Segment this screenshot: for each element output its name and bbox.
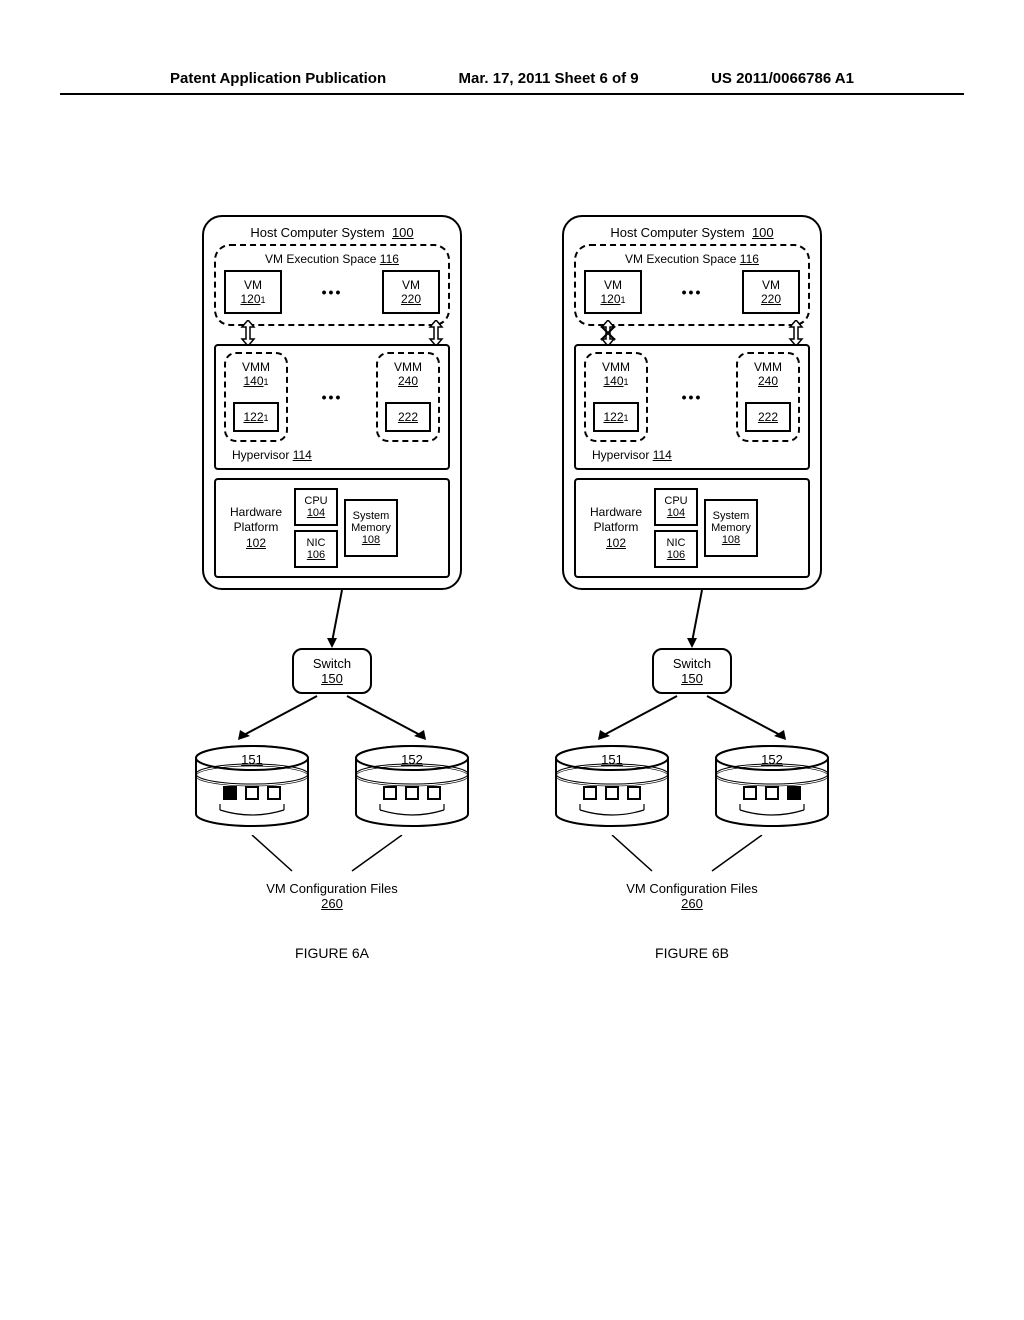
config-files-connector-icon	[542, 835, 842, 885]
storage-row: 151 152	[192, 744, 472, 839]
nic-box: NIC106	[294, 530, 338, 568]
config-files-connector-icon	[182, 835, 482, 885]
hardware-platform: HardwarePlatform102 CPU104 NIC106 System…	[574, 478, 810, 578]
figures-wrap: Host Computer System 100 VM Execution Sp…	[0, 95, 1024, 961]
ellipsis-icon: •••	[322, 389, 343, 405]
storage-cylinder: 151	[192, 744, 312, 839]
exec-space-title: VM Execution Space 116	[584, 252, 800, 266]
memory-box: SystemMemory108	[704, 499, 758, 557]
page-header: Patent Application Publication Mar. 17, …	[60, 0, 964, 95]
figure-6a: Host Computer System 100 VM Execution Sp…	[182, 215, 482, 961]
ellipsis-icon: •••	[682, 284, 703, 300]
vmm-inner-1: 1221	[593, 402, 639, 432]
header-right: US 2011/0066786 A1	[711, 70, 854, 87]
hypervisor-label: Hypervisor 114	[224, 442, 440, 462]
cpu-box: CPU104	[654, 488, 698, 526]
vm-box-2: VM 220	[382, 270, 440, 314]
vm-execution-space: VM Execution Space 116 VM 1201 ••• VM 22…	[574, 244, 810, 326]
figure-6b: Host Computer System 100 VM Execution Sp…	[542, 215, 842, 961]
vm-box-2: VM 220	[742, 270, 800, 314]
hypervisor: VMM1401 1221 ••• VMM240 222 Hypervisor 1…	[214, 344, 450, 470]
storage-cylinder: 152	[352, 744, 472, 839]
cpu-box: CPU104	[294, 488, 338, 526]
host-title: Host Computer System 100	[574, 225, 810, 240]
figure-caption: FIGURE 6A	[295, 945, 369, 961]
page: Patent Application Publication Mar. 17, …	[0, 0, 1024, 1320]
vm-config-files-label: VM Configuration Files260	[626, 881, 758, 911]
figure-caption: FIGURE 6B	[655, 945, 729, 961]
hypervisor-label: Hypervisor 114	[584, 442, 800, 462]
vmm-inner-2: 222	[385, 402, 431, 432]
vmm-box-2: VMM240 222	[736, 352, 800, 442]
vmm-box-2: VMM240 222	[376, 352, 440, 442]
vmm-inner-1: 1221	[233, 402, 279, 432]
storage-cylinder: 152	[712, 744, 832, 839]
vmm-inner-2: 222	[745, 402, 791, 432]
nic-to-switch-arrow-icon	[542, 590, 842, 650]
hw-platform-label: HardwarePlatform102	[584, 505, 648, 552]
host-computer-system: Host Computer System 100 VM Execution Sp…	[202, 215, 462, 590]
vm-box-1: VM 1201	[584, 270, 642, 314]
vmm-box-1: VMM1401 1221	[224, 352, 288, 442]
switch-box: Switch150	[652, 648, 732, 694]
header-mid: Mar. 17, 2011 Sheet 6 of 9	[459, 70, 639, 87]
hardware-platform: HardwarePlatform102 CPU104 NIC106 System…	[214, 478, 450, 578]
switch-fanout-icon	[542, 694, 842, 744]
hypervisor: VMM1401 1221 ••• VMM240 222 Hypervisor 1…	[574, 344, 810, 470]
storage-cylinder: 151	[552, 744, 672, 839]
exec-space-title: VM Execution Space 116	[224, 252, 440, 266]
switch-box: Switch150	[292, 648, 372, 694]
host-title: Host Computer System 100	[214, 225, 450, 240]
ellipsis-icon: •••	[682, 389, 703, 405]
nic-box: NIC106	[654, 530, 698, 568]
storage-row: 151 152	[552, 744, 832, 839]
vm-config-files-label: VM Configuration Files260	[266, 881, 398, 911]
vm-execution-space: VM Execution Space 116 VM 1201 ••• VM 22…	[214, 244, 450, 326]
switch-fanout-icon	[182, 694, 482, 744]
host-computer-system: Host Computer System 100 VM Execution Sp…	[562, 215, 822, 590]
nic-to-switch-arrow-icon	[182, 590, 482, 650]
vm-box-1: VM 1201	[224, 270, 282, 314]
ellipsis-icon: •••	[322, 284, 343, 300]
vmm-box-1: VMM1401 1221	[584, 352, 648, 442]
header-left: Patent Application Publication	[170, 70, 386, 87]
hw-platform-label: HardwarePlatform102	[224, 505, 288, 552]
memory-box: SystemMemory108	[344, 499, 398, 557]
